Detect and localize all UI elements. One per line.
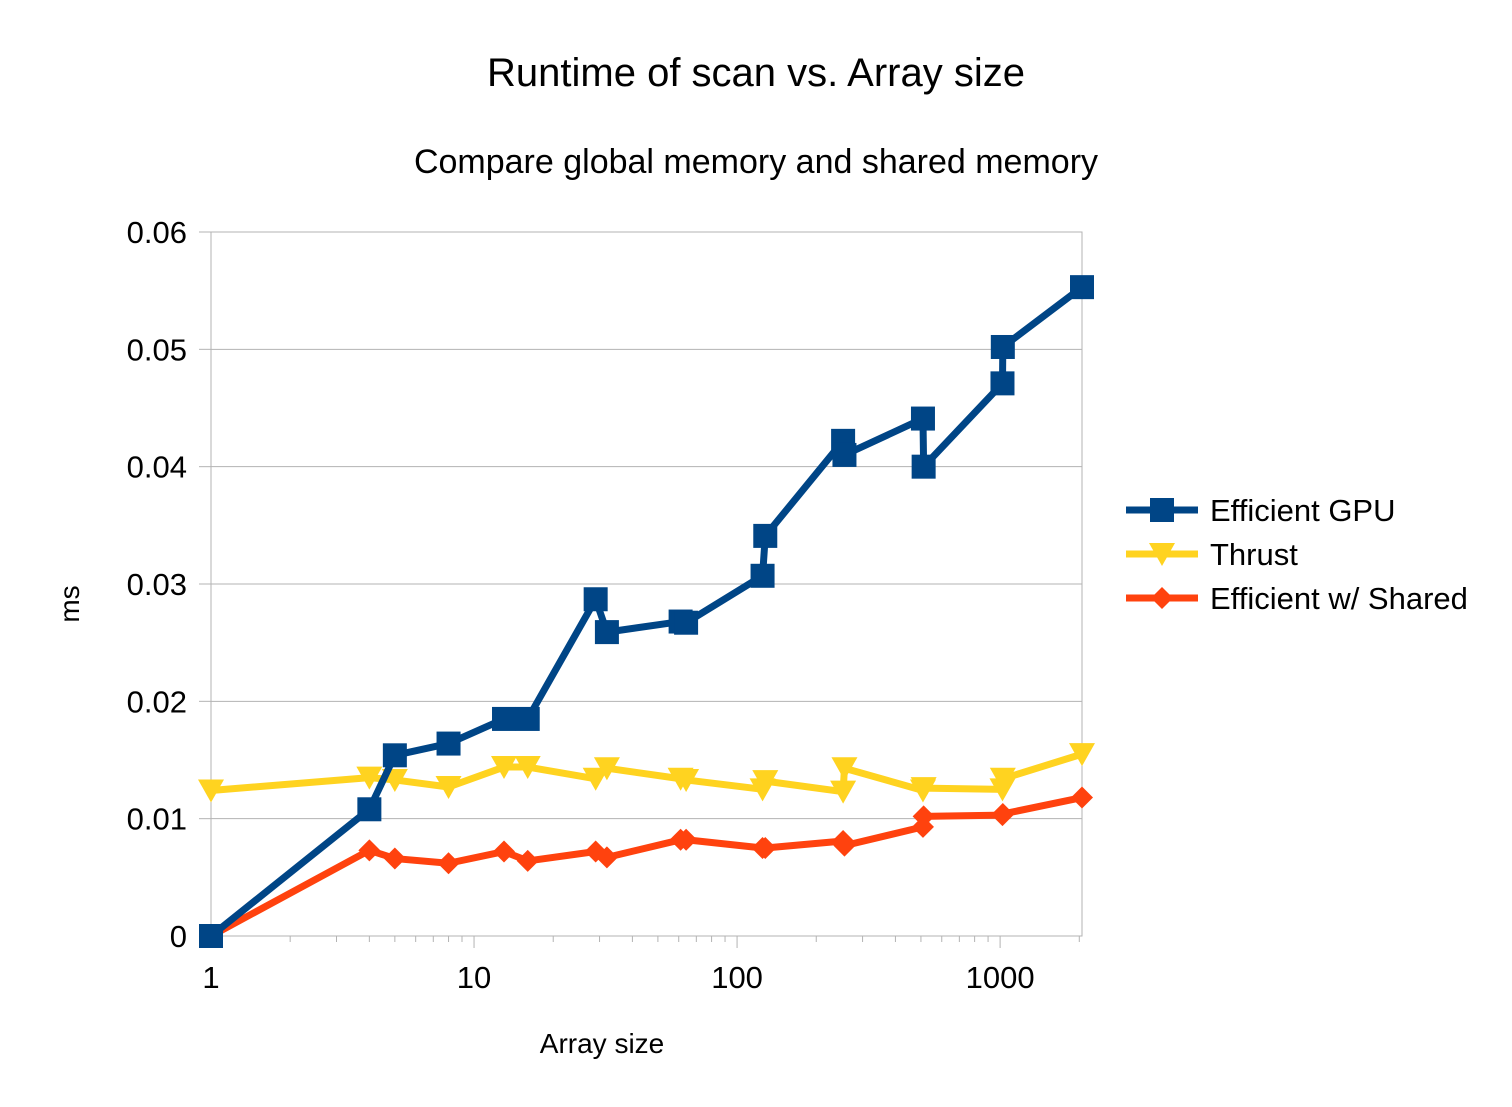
y-tick-label: 0.06 [127, 215, 187, 250]
data-point [754, 837, 777, 859]
data-point [675, 828, 698, 851]
data-point [1069, 743, 1095, 767]
data-point [911, 454, 936, 479]
chart-title: Runtime of scan vs. Array size [487, 51, 1025, 95]
data-point [989, 767, 1016, 791]
axis-ticks: 0 0.01 0.02 0.03 0.04 0.05 0.06 1 10 100 1000 [127, 215, 1080, 995]
data-point [910, 406, 935, 431]
legend-marker [1149, 543, 1175, 566]
data-point [753, 523, 778, 548]
data-point [199, 924, 223, 948]
data-point [515, 706, 540, 731]
x-tick-label: 100 [711, 960, 763, 995]
data-point [594, 620, 619, 645]
legend-label: Efficient w/ Shared [1210, 581, 1468, 616]
data-point [674, 610, 699, 635]
series-efficient-w-shared [200, 786, 1093, 947]
x-tick-label: 1 [202, 960, 219, 995]
data-point [583, 587, 608, 612]
y-tick-label: 0.04 [127, 450, 187, 485]
y-tick-label: 0.03 [127, 567, 187, 602]
data-point [514, 756, 541, 780]
data-point [491, 756, 518, 780]
data-point [436, 731, 461, 756]
legend-item: Efficient GPU [1126, 493, 1396, 528]
series-layer [198, 275, 1095, 948]
data-point [595, 846, 618, 869]
x-tick-label: 1000 [966, 960, 1035, 995]
legend-label: Efficient GPU [1210, 493, 1396, 528]
data-point [382, 743, 407, 768]
data-point [198, 779, 224, 803]
data-point [673, 768, 700, 792]
data-point [910, 777, 937, 801]
data-point [593, 757, 620, 781]
legend-item: Thrust [1126, 537, 1298, 572]
legend-label: Thrust [1210, 537, 1298, 572]
data-point [832, 442, 857, 467]
data-point [582, 767, 609, 791]
data-point [990, 371, 1015, 396]
y-tick-label: 0.01 [127, 802, 187, 837]
data-point [1070, 275, 1094, 300]
data-point [991, 802, 1014, 825]
series-thrust [198, 743, 1095, 804]
data-point [358, 839, 381, 862]
data-point [750, 563, 775, 588]
chart-subtitle: Compare global memory and shared memory [414, 143, 1098, 181]
data-point [990, 334, 1015, 359]
data-point [357, 797, 382, 822]
legend-marker [1151, 587, 1173, 609]
data-point [833, 834, 856, 857]
data-point [912, 805, 935, 828]
y-tick-label: 0.02 [127, 684, 187, 719]
data-point [435, 775, 462, 799]
series-line [210, 750, 1084, 796]
data-point [516, 849, 539, 872]
data-point [492, 706, 517, 731]
legend-item: Efficient w/ Shared [1126, 581, 1468, 616]
y-tick-label: 0.05 [127, 332, 187, 367]
data-point [383, 847, 406, 870]
data-point [1071, 786, 1093, 809]
y-axis-title: ms [54, 585, 85, 622]
x-axis-title: Array size [540, 1028, 664, 1059]
data-point [356, 766, 383, 790]
data-point [493, 840, 516, 863]
data-point [752, 770, 779, 794]
series-efficient-gpu [199, 275, 1094, 948]
legend: Efficient GPU Thrust Efficient w/ Shared [1126, 493, 1468, 616]
data-point [831, 757, 858, 781]
data-point [830, 780, 857, 804]
y-tick-label: 0 [170, 919, 187, 954]
data-point [437, 852, 460, 875]
legend-marker [1150, 498, 1174, 522]
x-tick-label: 10 [457, 960, 491, 995]
series-line [208, 284, 1085, 939]
